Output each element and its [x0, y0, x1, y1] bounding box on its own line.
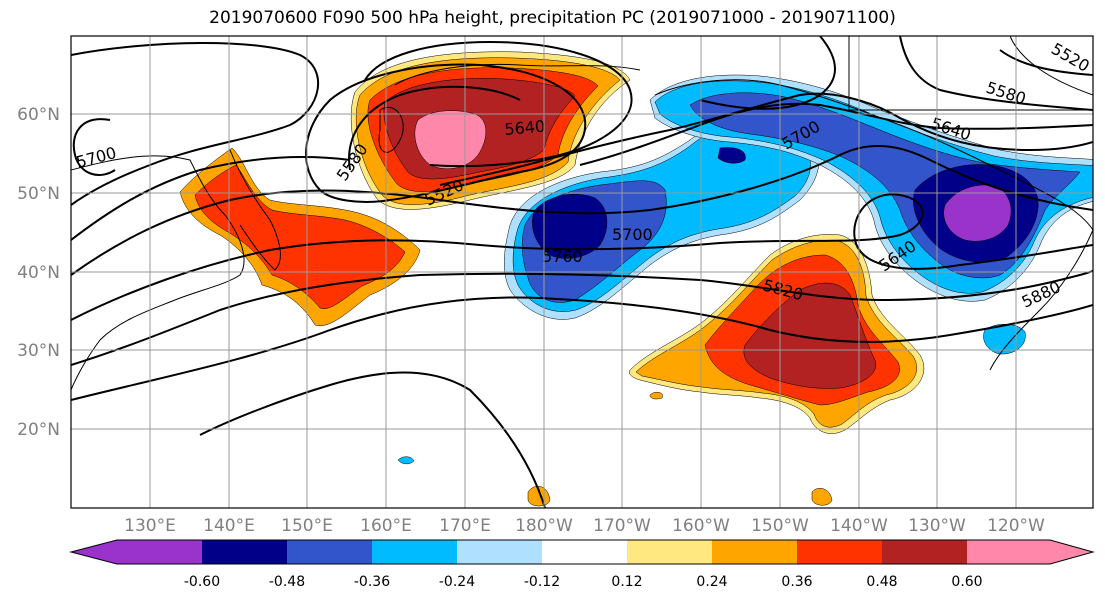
lat-label: 60°N — [17, 105, 60, 125]
longitude-labels: 130°E 140°E 150°E 160°E 170°E 180°W 170°… — [124, 516, 1045, 536]
precip-area — [649, 391, 663, 400]
colorbar-tick-label: 0.12 — [611, 574, 642, 590]
colorbar-segment — [797, 540, 882, 564]
contour-label: 5700 — [612, 225, 653, 244]
lon-label: 150°W — [751, 516, 809, 536]
colorbar-segment — [287, 540, 372, 564]
precip-area — [397, 456, 415, 465]
colorbar-tick-label: 0.48 — [866, 574, 897, 590]
colorbar-segment — [457, 540, 542, 564]
lon-label: 150°E — [281, 516, 333, 536]
colorbar-segment — [542, 540, 627, 564]
colorbar-segment — [882, 540, 967, 564]
colorbar: -0.60 -0.48 -0.36 -0.24 -0.12 0.12 0.24 … — [69, 539, 1095, 590]
colorbar-segment — [202, 540, 287, 564]
lat-label: 20°N — [17, 420, 60, 440]
map-title: 2019070600 F090 500 hPa height, precipit… — [209, 8, 896, 28]
colorbar-segment — [967, 540, 1093, 564]
precip-area — [414, 110, 487, 169]
colorbar-segment — [627, 540, 712, 564]
lon-label: 180°W — [515, 516, 573, 536]
lat-label: 40°N — [17, 263, 60, 283]
lat-label: 50°N — [17, 184, 60, 204]
precip-area — [811, 488, 833, 506]
colorbar-outline — [69, 539, 1095, 565]
colorbar-tick-label: -0.12 — [524, 574, 560, 590]
precip-area — [717, 147, 746, 164]
contour-label: 5640 — [504, 117, 546, 139]
map-frame — [70, 35, 1094, 509]
lon-label: 140°W — [830, 516, 888, 536]
colorbar-tick-label: 0.36 — [781, 574, 812, 590]
colorbar-tick-label: 0.60 — [951, 574, 982, 590]
colorbar-segment — [71, 540, 202, 564]
colorbar-tick-label: -0.60 — [184, 574, 220, 590]
precip-shading — [179, 51, 1093, 507]
colorbar-tick-label: -0.48 — [269, 574, 305, 590]
lon-label: 160°E — [360, 516, 412, 536]
precip-area — [743, 282, 876, 389]
lon-label: 140°E — [203, 516, 255, 536]
latitude-labels: 60°N 50°N 40°N 30°N 20°N — [17, 105, 60, 440]
precip-area — [532, 193, 608, 259]
height-contours — [71, 36, 1093, 508]
lon-label: 130°W — [908, 516, 966, 536]
colorbar-segment — [712, 540, 797, 564]
lon-label: 130°E — [124, 516, 176, 536]
lat-label: 30°N — [17, 341, 60, 361]
lon-label: 160°W — [672, 516, 730, 536]
precip-area — [943, 184, 1012, 242]
lon-label: 120°W — [987, 516, 1045, 536]
graticule — [71, 36, 1093, 508]
lon-label: 170°E — [439, 516, 491, 536]
colorbar-segment — [372, 540, 457, 564]
colorbar-tick-label: 0.24 — [696, 574, 727, 590]
contour-label: 5760 — [542, 247, 583, 266]
colorbar-tick-label: -0.36 — [354, 574, 390, 590]
colorbar-tick-label: -0.24 — [439, 574, 475, 590]
lon-label: 170°W — [593, 516, 651, 536]
